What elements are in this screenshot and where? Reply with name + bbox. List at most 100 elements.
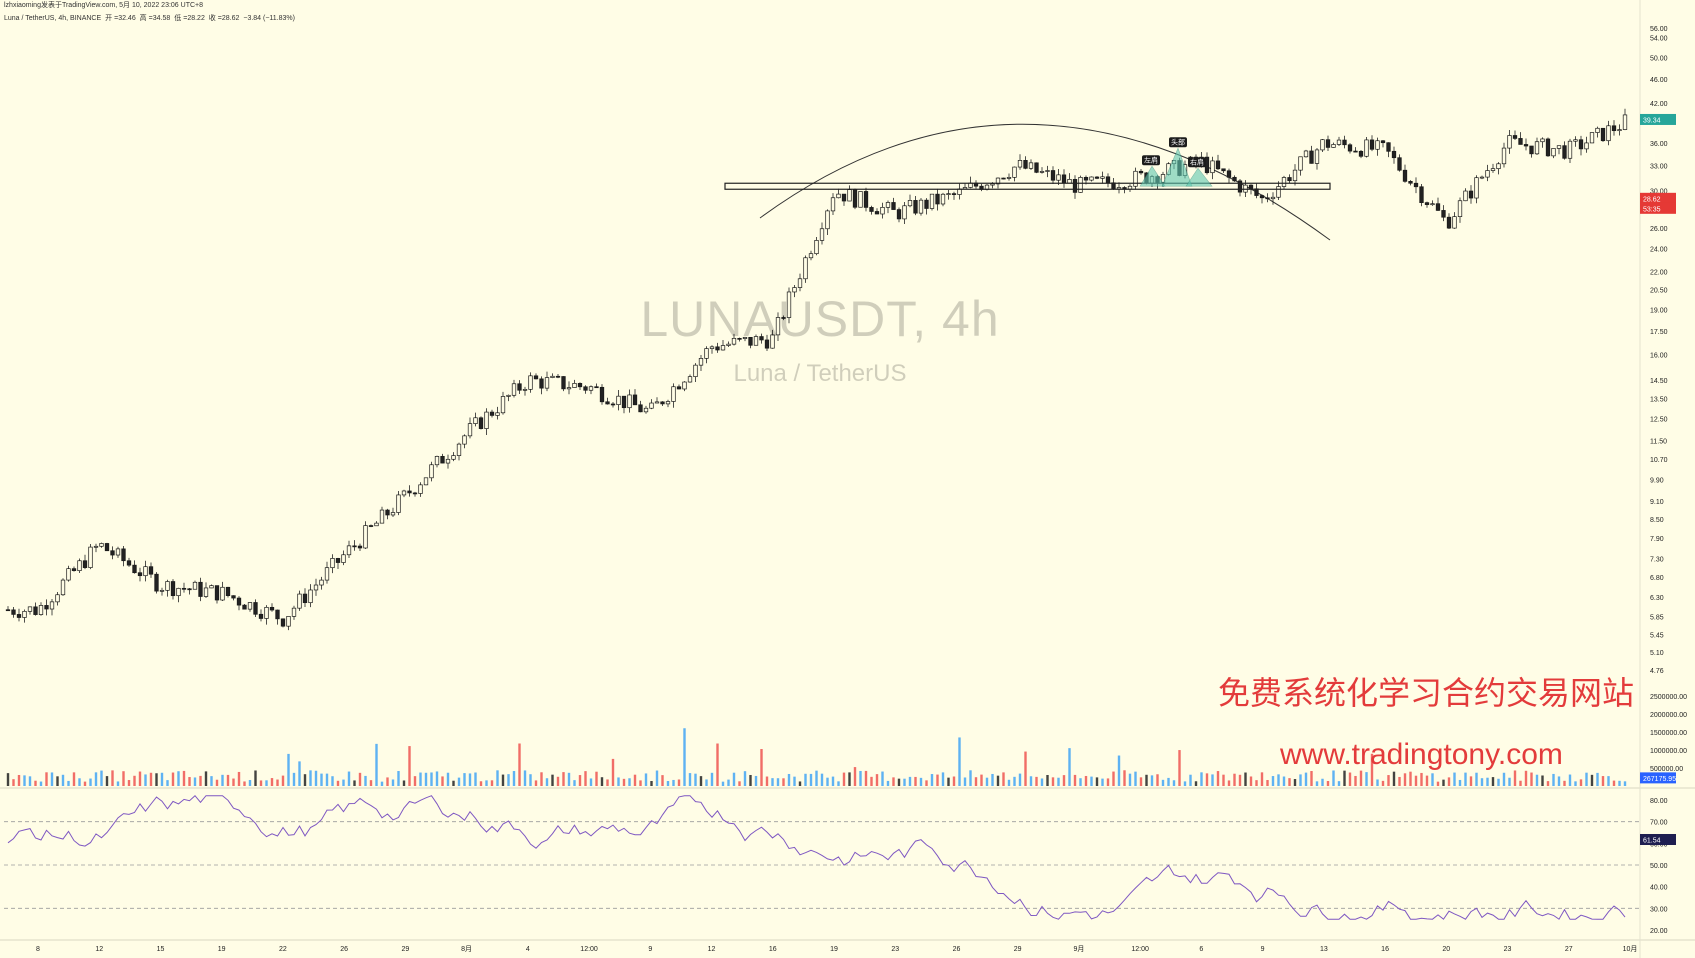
candle-body	[1314, 149, 1320, 164]
candle-body	[990, 183, 995, 186]
volume-bar	[798, 781, 802, 786]
candle-body	[346, 545, 352, 556]
volume-bar	[655, 770, 659, 786]
candle-body	[1276, 186, 1281, 198]
volume-bar	[67, 780, 70, 786]
candle-body	[1600, 127, 1606, 142]
promo-text-url[interactable]: www.tradingtony.com	[1280, 738, 1563, 771]
volume-bar	[457, 777, 461, 786]
volume-bar	[826, 777, 829, 786]
volume-bar	[281, 775, 285, 786]
volume-bar	[1431, 773, 1434, 786]
candle-body	[1006, 177, 1012, 179]
volume-bar	[1601, 776, 1605, 786]
volume-bar	[1403, 773, 1407, 786]
candle-body	[110, 550, 115, 556]
promo-text-title: 免费系统化学习合约交易网站	[1218, 675, 1635, 711]
candle-body	[1468, 190, 1474, 199]
rsi-tick-label: 20.00	[1650, 928, 1668, 935]
candle-body	[880, 206, 885, 215]
volume-bar	[683, 728, 686, 786]
candle-body	[429, 464, 434, 479]
candle-body	[1485, 170, 1490, 178]
candle-body	[1270, 196, 1276, 200]
symbol-label[interactable]: Luna / TetherUS, 4h, BINANCE	[4, 15, 102, 22]
volume-bar	[941, 772, 945, 786]
volume-bar	[688, 773, 692, 786]
price-tick-label: 11.50	[1650, 438, 1667, 445]
low-label: 低	[174, 15, 182, 22]
candle-body	[693, 364, 698, 378]
volume-bar	[1172, 780, 1176, 786]
volume-bar	[1200, 772, 1203, 786]
candle-body	[198, 581, 203, 597]
volume-bar	[380, 781, 384, 786]
volume-bar	[694, 773, 697, 786]
candle-body	[1243, 184, 1248, 193]
volume-bar	[1167, 777, 1170, 786]
volume-bar	[892, 777, 895, 786]
candle-body	[1402, 169, 1408, 182]
volume-bar	[1376, 779, 1379, 786]
candle-body	[390, 512, 396, 516]
price-tick-label: 13.50	[1650, 397, 1668, 404]
candle-body	[528, 375, 533, 390]
volume-bar	[1486, 777, 1489, 786]
candle-body	[1160, 174, 1166, 183]
candle-body	[506, 394, 511, 397]
volume-bar	[215, 779, 219, 786]
right-shoulder-shape	[1185, 167, 1213, 187]
price-tick-label: 17.50	[1650, 329, 1668, 336]
current-price-badge-bg	[1640, 192, 1676, 204]
candle-body	[319, 579, 324, 586]
candle-body	[1380, 140, 1386, 144]
candle-body	[1441, 210, 1446, 218]
volume-bar	[144, 774, 147, 786]
volume-bar	[259, 780, 263, 786]
volume-bar	[815, 770, 818, 786]
candle-body	[1342, 139, 1347, 146]
volume-bar	[72, 772, 76, 786]
candle-body	[242, 604, 247, 610]
volume-bar	[1337, 781, 1341, 786]
close-value: =28.62	[217, 15, 240, 22]
time-tick-label: 19	[218, 946, 226, 953]
volume-bar	[1447, 777, 1451, 786]
volume-bar	[1475, 772, 1478, 786]
candle-body	[1518, 138, 1523, 145]
volume-bar	[1227, 780, 1231, 786]
candle-body	[561, 376, 566, 390]
volume-bar	[974, 777, 978, 786]
candle-body	[1072, 179, 1078, 193]
candle-body	[16, 614, 22, 618]
volume-bar	[727, 779, 730, 786]
candle-body	[1611, 125, 1617, 132]
price-tick-label: 12.50	[1650, 417, 1668, 424]
candle-body	[203, 587, 209, 597]
volume-bar	[1409, 771, 1412, 786]
candle-body	[1622, 114, 1628, 130]
candle-body	[742, 337, 748, 339]
candle-body	[1089, 176, 1094, 181]
candle-body	[638, 404, 643, 413]
candle-body	[737, 337, 742, 340]
candle-body	[1479, 176, 1485, 179]
candle-body	[1248, 184, 1254, 190]
price-tick-label: 9.10	[1650, 499, 1664, 506]
candle-body	[187, 588, 192, 591]
candle-body	[1364, 139, 1369, 157]
candle-body	[676, 386, 682, 390]
time-tick-label: 26	[340, 946, 348, 953]
candle-body	[808, 253, 814, 259]
low-value: =28.22	[183, 15, 205, 22]
price-tick-label: 19.00	[1650, 308, 1668, 315]
volume-bar	[287, 753, 290, 786]
volume-bar	[474, 772, 477, 786]
candle-body	[456, 443, 462, 456]
rounding-top-curve	[759, 123, 1331, 241]
volume-bar	[567, 772, 571, 786]
price-tick-label: 56.00	[1650, 26, 1668, 33]
left-shoulder-shape	[1139, 165, 1166, 187]
candle-body	[511, 383, 517, 396]
